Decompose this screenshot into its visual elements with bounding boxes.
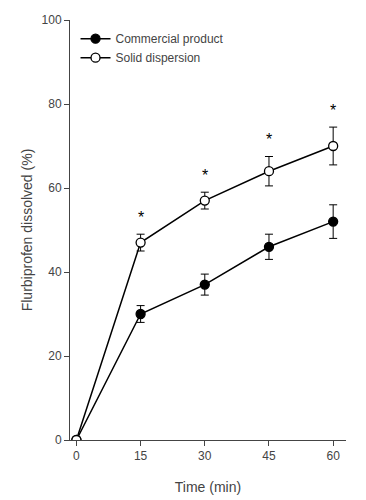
svg-text:15: 15 xyxy=(134,449,148,463)
svg-text:45: 45 xyxy=(262,449,276,463)
svg-text:40: 40 xyxy=(48,265,62,279)
svg-text:100: 100 xyxy=(42,13,62,27)
svg-text:*: * xyxy=(138,209,144,226)
svg-text:30: 30 xyxy=(198,449,212,463)
svg-text:*: * xyxy=(330,102,336,119)
svg-text:0: 0 xyxy=(55,433,62,447)
svg-text:20: 20 xyxy=(48,349,62,363)
svg-text:Solid dispersion: Solid dispersion xyxy=(116,51,201,65)
svg-text:Flurbiprofen dissolved (%): Flurbiprofen dissolved (%) xyxy=(19,149,35,312)
svg-text:Commercial product: Commercial product xyxy=(116,32,224,46)
svg-text:*: * xyxy=(266,131,272,148)
svg-text:80: 80 xyxy=(48,97,62,111)
svg-text:Time (min): Time (min) xyxy=(175,479,241,495)
svg-text:60: 60 xyxy=(326,449,340,463)
svg-text:60: 60 xyxy=(48,181,62,195)
svg-text:0: 0 xyxy=(73,449,80,463)
svg-text:*: * xyxy=(202,167,208,184)
